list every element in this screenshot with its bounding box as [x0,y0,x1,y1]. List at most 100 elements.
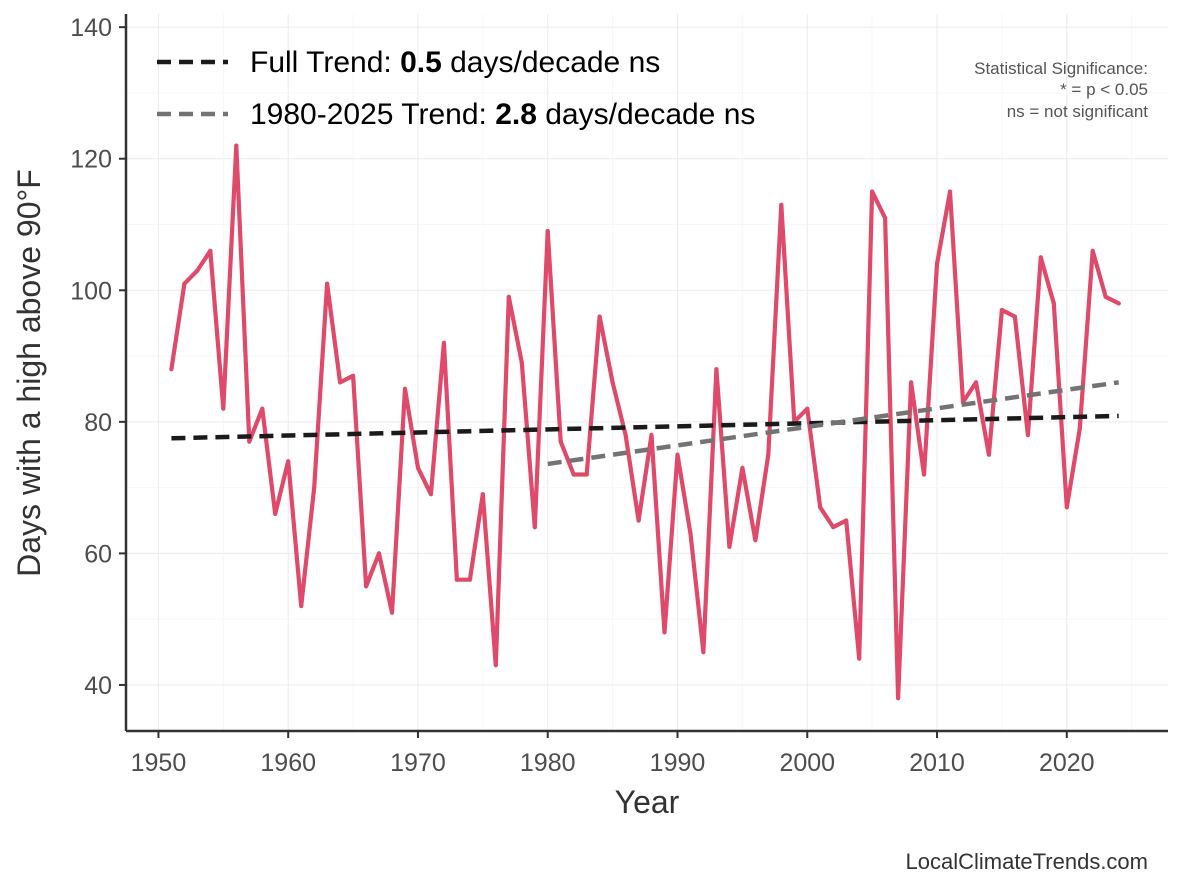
data-point [571,472,576,477]
x-tick-label: 2020 [1039,749,1095,777]
y-tick-label: 120 [70,146,112,174]
significance-note: Statistical Significance: * = p < 0.05 n… [974,59,1148,121]
legend-label-recent-trend: 1980-2025 Trend: 2.8 days/decade ns [250,98,755,131]
y-ticks: 40 60 80 100 120 140 [70,14,126,700]
x-ticks: 1950 1960 1970 1980 1990 2000 2010 2020 [131,731,1095,777]
data-point [402,386,408,391]
legend-label-full-trend: Full Trend: 0.5 days/decade ns [250,46,660,79]
data-point [973,380,979,385]
x-tick-label: 1970 [390,749,446,777]
series-line-hot-days [169,143,1121,701]
data-point [247,439,252,444]
data-point [714,367,719,372]
trend-line-1980-2025 [547,380,1120,467]
data-point [701,650,706,655]
site-credit: LocalClimateTrends.com [906,849,1149,874]
data-point [805,406,810,411]
data-point [351,373,356,378]
axes [124,14,1168,733]
data-point [364,584,369,589]
significance-title: Statistical Significance: [974,59,1148,78]
data-point [1012,314,1018,319]
data-point [506,294,511,299]
data-point [675,452,680,457]
data-point [389,610,395,615]
data-point [636,518,641,523]
data-point [727,544,732,549]
data-point [740,465,745,470]
data-point [1051,301,1056,306]
data-point [273,511,278,516]
data-point [299,603,304,609]
data-point [844,518,849,523]
data-point [208,248,213,253]
legend-recent-rate: 2.8 [495,98,537,131]
legend-full-suffix: days/decade ns [442,46,660,79]
data-point [883,215,888,220]
data-point [169,367,174,372]
data-point [221,406,226,411]
x-tick-label: 1960 [260,749,316,777]
y-axis-title: Days with a high above 90°F [11,169,47,577]
significance-p-value: * = p < 0.05 [1060,80,1148,99]
data-point [441,340,446,345]
data-point [195,268,200,273]
data-point [934,261,940,267]
data-point [779,202,784,207]
data-point [610,380,615,385]
data-point [1025,432,1030,438]
data-point [649,432,654,438]
x-axis-title: Year [615,784,680,820]
legend-full-prefix: Full Trend: [250,46,400,79]
legend: Full Trend: 0.5 days/decade ns 1980-2025… [157,46,755,131]
data-point [896,696,901,701]
data-point [260,406,265,411]
x-tick-label: 2010 [909,749,965,777]
data-point [182,281,187,286]
x-tick-label: 2000 [779,749,835,777]
data-point [454,577,459,582]
data-point [338,380,343,385]
data-point [286,459,291,464]
legend-recent-prefix: 1980-2025 Trend: [250,98,495,131]
data-point [415,465,421,470]
data-point [493,663,498,668]
data-point [325,281,330,286]
data-point [584,472,589,477]
data-point [1103,294,1108,299]
trend-lines [171,380,1120,467]
data-point [1090,248,1095,253]
data-point [947,189,953,194]
data-point [857,656,862,661]
data-point [688,531,693,536]
data-point [1116,301,1121,306]
data-point [480,492,485,497]
data-point [831,525,836,530]
data-point [909,380,914,385]
x-tick-label: 1950 [131,749,187,777]
data-point [870,189,875,194]
data-point [623,432,628,438]
data-point [999,307,1005,313]
y-tick-label: 140 [70,14,112,42]
data-point [597,314,602,319]
data-point [532,525,537,530]
data-point [753,538,758,543]
data-point [376,551,382,556]
x-tick-label: 1990 [650,749,706,777]
data-point [818,505,823,510]
legend-recent-suffix: days/decade ns [537,98,755,131]
data-point [467,577,472,582]
data-point [312,485,317,490]
x-tick-label: 1980 [520,749,576,777]
data-point [1038,255,1043,260]
data-point [662,630,667,635]
significance-ns: ns = not significant [1007,102,1149,121]
data-point [1077,426,1082,431]
data-point [558,439,563,444]
data-point [986,452,992,457]
data-point [428,492,433,497]
data-point [921,472,927,477]
data-point [766,452,771,457]
